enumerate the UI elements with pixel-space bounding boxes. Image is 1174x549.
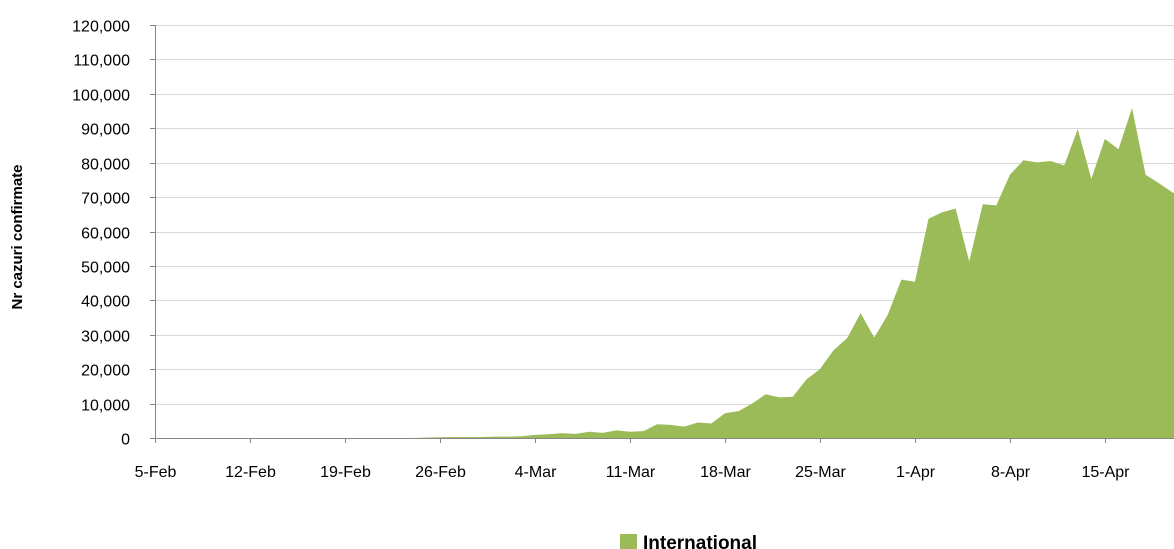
x-tick-label: 18-Mar: [700, 464, 751, 481]
x-tick-label: 26-Feb: [415, 464, 466, 481]
y-tick-label: 60,000: [81, 226, 130, 243]
y-tick-label: 50,000: [81, 260, 130, 277]
x-tick-label: 11-Mar: [606, 464, 656, 481]
x-tick-label: 4-Mar: [515, 464, 557, 481]
y-tick-label: 10,000: [81, 398, 130, 415]
x-tick-label: 1-Apr: [896, 464, 936, 481]
gridlines: [155, 25, 1174, 405]
y-tick-label: 80,000: [81, 157, 130, 174]
legend: International: [620, 533, 757, 549]
y-tick-label: 40,000: [81, 294, 130, 311]
x-tick-label: 5-Feb: [135, 464, 177, 481]
series-area-international: [155, 107, 1174, 438]
y-tick-label: 100,000: [72, 88, 130, 105]
x-tick-label: 19-Feb: [320, 464, 371, 481]
y-tick-label: 30,000: [81, 329, 130, 346]
y-tick-label: 20,000: [81, 363, 130, 380]
y-tick-label: 70,000: [81, 191, 130, 208]
y-tick-label: 120,000: [72, 19, 130, 36]
y-tick-label: 110,000: [73, 53, 130, 70]
y-tick-label: 90,000: [81, 122, 130, 139]
axes: [155, 25, 1174, 443]
y-tick-label: 0: [121, 432, 130, 449]
x-tick-label: 8-Apr: [991, 464, 1031, 481]
x-tick-label: 12-Feb: [225, 464, 276, 481]
x-axis-tick-labels: 5-Feb 12-Feb 19-Feb 26-Feb 4-Mar 11-Mar 18-Mar…: [135, 438, 1130, 481]
legend-label-international: International: [643, 533, 757, 549]
y-axis-tick-labels: 0 10,000 20,000 30,000 40,000 50,000 60,000 70,…: [72, 19, 155, 449]
x-tick-label: 25-Mar: [795, 464, 846, 481]
legend-swatch-international: [620, 534, 637, 549]
series-area-layer: [155, 107, 1174, 438]
y-axis-title: Nr cazuri confirmate: [9, 164, 26, 309]
x-tick-label: 15-Apr: [1081, 464, 1130, 481]
